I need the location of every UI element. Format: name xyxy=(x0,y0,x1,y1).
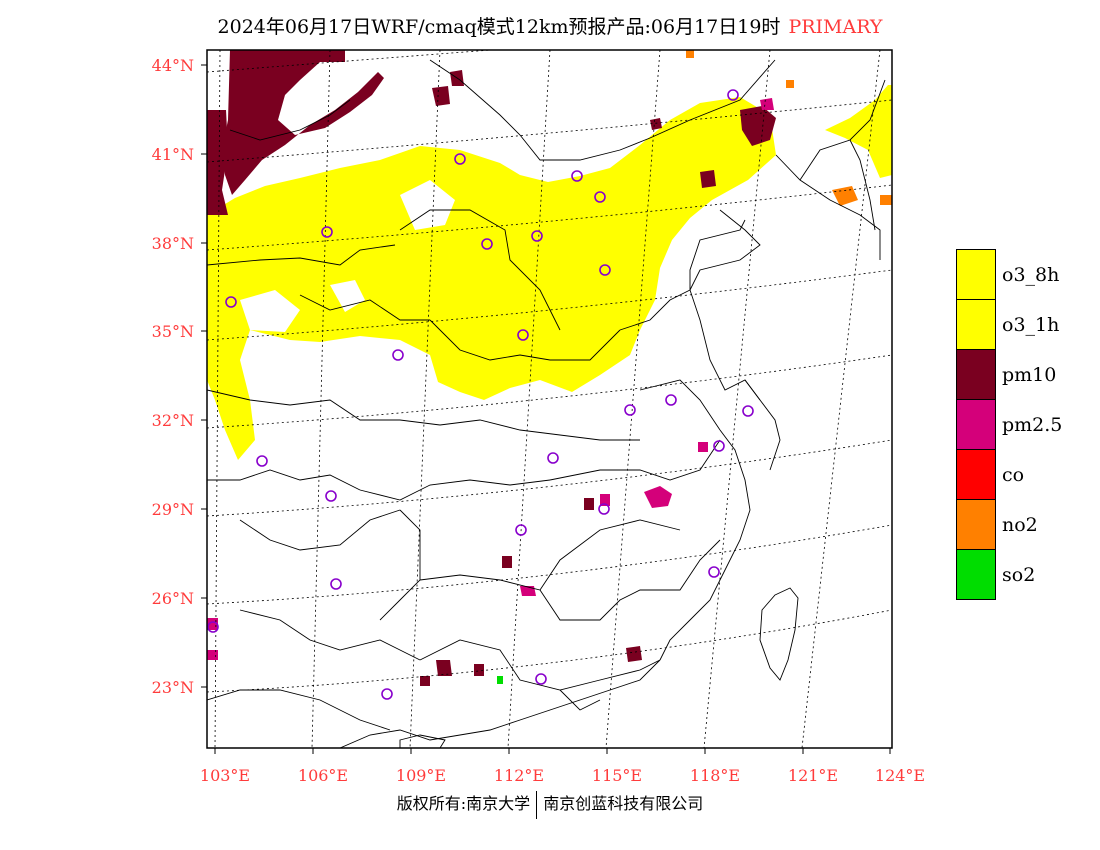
pm25-spot-6 xyxy=(600,494,610,506)
legend-label: pm2.5 xyxy=(1002,414,1063,436)
pm25-spot-1 xyxy=(644,486,672,508)
legend-label: o3_8h xyxy=(1002,264,1060,286)
o3-region-main xyxy=(207,97,776,460)
lon-label-118: 118°E xyxy=(689,766,741,785)
pm25-spot-3 xyxy=(760,98,774,110)
legend-swatch xyxy=(956,399,996,450)
pm10-spot-3 xyxy=(740,106,776,146)
boundary-lines xyxy=(207,59,886,748)
lon-label-112: 112°E xyxy=(493,766,545,785)
no2-spot-4 xyxy=(786,80,794,88)
pm10-spot-11 xyxy=(650,118,662,130)
pm10-region-west xyxy=(207,110,228,215)
pm10-spot-9 xyxy=(420,676,430,686)
axis-ticks xyxy=(201,64,891,754)
map-frame xyxy=(206,49,893,749)
lat-label-29: 29°N xyxy=(151,500,194,519)
legend-label: o3_1h xyxy=(1002,314,1060,336)
lat-label-32: 32°N xyxy=(151,411,194,430)
title-tag: PRIMARY xyxy=(788,16,883,38)
pm25-spot-2 xyxy=(520,586,536,596)
so2-spot-1 xyxy=(497,676,503,684)
o3-gap-3 xyxy=(330,280,365,312)
title-main: 2024年06月17日WRF/cmaq模式12km预报产品:06月17日19时 xyxy=(217,16,781,38)
map-title: 2024年06月17日WRF/cmaq模式12km预报产品:06月17日19时 P… xyxy=(0,12,1100,39)
pm10-spot-8 xyxy=(584,498,594,510)
legend-label: pm10 xyxy=(1002,364,1057,386)
pm25-spot-4 xyxy=(207,618,218,630)
no2-spot-1 xyxy=(832,186,858,206)
legend-swatch xyxy=(956,349,996,400)
lon-label-103: 103°E xyxy=(199,766,251,785)
pm10-region-north xyxy=(222,50,384,195)
pm10-spot-10 xyxy=(474,664,484,676)
lon-label-109: 109°E xyxy=(395,766,447,785)
lon-label-115: 115°E xyxy=(591,766,643,785)
legend-swatch xyxy=(956,299,996,350)
pm25-spot-7 xyxy=(698,442,708,452)
no2-spot-2 xyxy=(880,195,892,205)
footer-right: 南京创蓝科技有限公司 xyxy=(543,794,704,813)
lat-label-41: 41°N xyxy=(151,145,194,164)
legend-swatch xyxy=(956,499,996,550)
legend-swatch xyxy=(956,449,996,500)
lon-label-121: 121°E xyxy=(787,766,839,785)
pm10-spot-6 xyxy=(626,646,642,662)
o3-gap-1 xyxy=(400,180,455,230)
pm10-spot-4 xyxy=(700,170,716,188)
pm10-spot-5 xyxy=(436,660,452,676)
o3-gap-2 xyxy=(240,290,300,332)
legend-label: so2 xyxy=(1002,564,1036,586)
footer-left: 版权所有:南京大学 xyxy=(396,794,531,813)
lon-label-124: 124°E xyxy=(874,766,926,785)
lat-label-35: 35°N xyxy=(151,322,194,341)
pm10-spot-1 xyxy=(432,86,450,106)
legend-label: co xyxy=(1002,464,1025,486)
lat-label-26: 26°N xyxy=(151,589,194,608)
lon-label-106: 106°E xyxy=(297,766,349,785)
lat-label-23: 23°N xyxy=(151,678,194,697)
copyright-footer: 版权所有:南京大学 南京创蓝科技有限公司 xyxy=(0,790,1100,819)
pm10-spot-7 xyxy=(502,556,512,568)
station-markers xyxy=(207,89,754,700)
pm25-spot-5 xyxy=(207,650,218,660)
lat-label-44: 44°N xyxy=(151,56,194,75)
footer-separator xyxy=(536,790,538,819)
legend-swatch xyxy=(956,249,996,300)
no2-spot-3 xyxy=(686,50,694,58)
lat-label-38: 38°N xyxy=(151,234,194,253)
legend-swatch xyxy=(956,549,996,600)
legend-label: no2 xyxy=(1002,514,1038,536)
